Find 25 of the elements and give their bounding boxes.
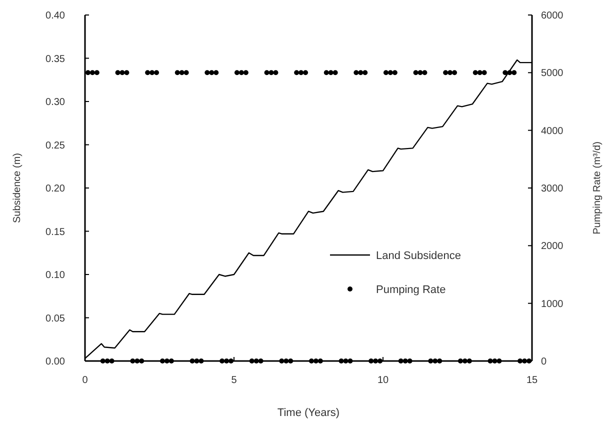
y-tick-label: 0.05	[46, 313, 66, 324]
x-tick-label: 0	[82, 375, 88, 386]
y-tick-label: 0.30	[46, 97, 66, 108]
y-tick-label: 0.35	[46, 54, 66, 65]
y2-tick-label: 3000	[541, 184, 564, 194]
y-tick-label: 0.10	[46, 270, 66, 281]
y2-tick-label: 4000	[541, 126, 564, 137]
y2-tick-label: 0	[541, 356, 547, 368]
x-axis-title: Time (Years)	[277, 407, 340, 419]
x-tick-label: 5	[231, 375, 238, 386]
y2-tick-label: 2000	[541, 241, 564, 252]
y2-tick-label: 5000	[541, 68, 564, 80]
y-tick-label: 0.40	[46, 10, 66, 22]
y2-tick-label: 6000	[541, 10, 564, 22]
y-tick-label: 0.00	[46, 356, 66, 368]
legend-label: Land Subsidence	[376, 250, 462, 262]
y-tick-label: 0.20	[46, 184, 66, 194]
y-tick-label: 0.25	[46, 140, 66, 152]
legend-label: Pumping Rate	[376, 284, 446, 296]
y2-tick-label: 1000	[541, 298, 564, 310]
y-tick-label: 0.15	[46, 226, 66, 238]
y-axis-title: Subsidence (m)	[12, 152, 23, 224]
x-tick-label: 15	[526, 375, 538, 386]
x-tick-label: 10	[377, 375, 389, 386]
y2-axis-title: Pumping Rate (m³/d)	[592, 142, 603, 234]
